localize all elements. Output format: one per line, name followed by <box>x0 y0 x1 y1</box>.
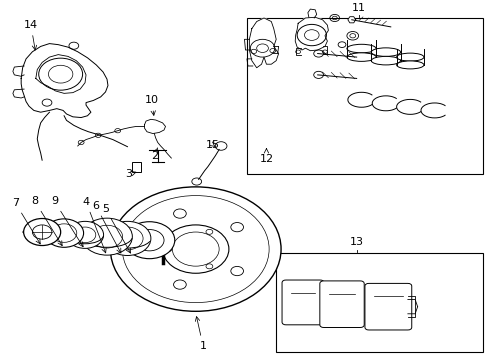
Text: 2: 2 <box>150 148 158 161</box>
Bar <box>132 162 141 172</box>
Circle shape <box>23 219 61 246</box>
Text: 13: 13 <box>349 237 363 247</box>
Text: 11: 11 <box>351 3 366 13</box>
Circle shape <box>104 221 151 256</box>
Text: 14: 14 <box>24 20 38 50</box>
FancyBboxPatch shape <box>364 283 411 330</box>
Ellipse shape <box>396 53 423 61</box>
Ellipse shape <box>346 53 375 61</box>
Circle shape <box>162 225 228 273</box>
Text: 4: 4 <box>82 197 106 253</box>
Circle shape <box>81 218 132 255</box>
Ellipse shape <box>396 61 423 69</box>
Bar <box>246 18 483 175</box>
Polygon shape <box>144 119 165 134</box>
Text: 5: 5 <box>102 204 130 253</box>
Polygon shape <box>21 44 108 117</box>
Text: 12: 12 <box>259 149 273 165</box>
Text: 3: 3 <box>125 170 136 179</box>
Polygon shape <box>249 18 278 68</box>
Polygon shape <box>295 17 328 51</box>
Polygon shape <box>347 17 355 23</box>
FancyBboxPatch shape <box>319 281 364 328</box>
Ellipse shape <box>370 57 400 65</box>
Text: 10: 10 <box>144 95 159 115</box>
Circle shape <box>110 187 281 311</box>
Text: 1: 1 <box>195 317 206 351</box>
Ellipse shape <box>346 44 375 53</box>
Text: 8: 8 <box>31 196 62 246</box>
Circle shape <box>124 222 174 259</box>
Bar <box>276 253 483 352</box>
Text: 15: 15 <box>205 140 219 150</box>
Polygon shape <box>13 66 24 76</box>
Circle shape <box>66 221 103 248</box>
FancyBboxPatch shape <box>282 280 324 325</box>
Text: 7: 7 <box>12 198 40 244</box>
Circle shape <box>44 219 83 247</box>
Text: 9: 9 <box>51 196 83 247</box>
Ellipse shape <box>370 48 400 57</box>
Text: 6: 6 <box>92 201 121 253</box>
Polygon shape <box>13 89 24 98</box>
